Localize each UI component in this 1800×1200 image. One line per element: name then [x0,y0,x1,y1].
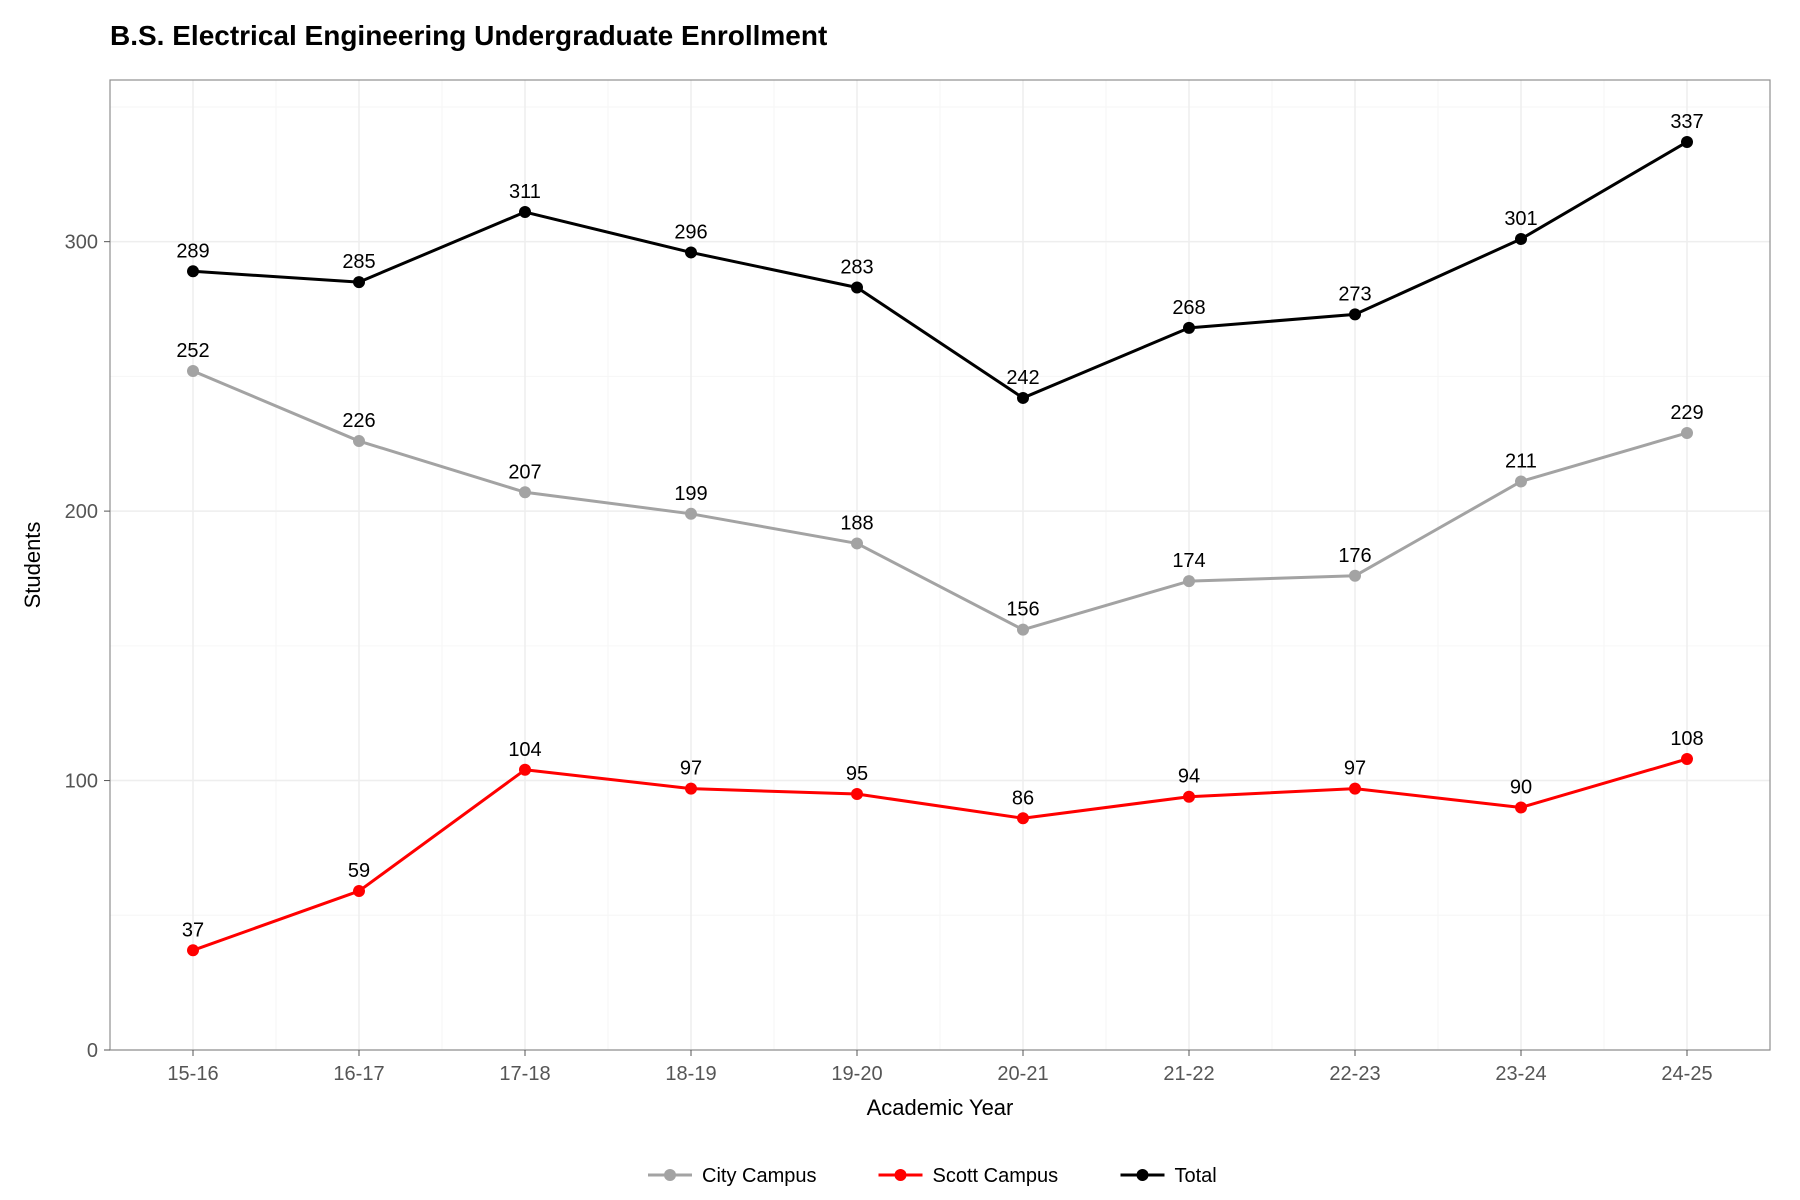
x-tick-label: 16-17 [333,1063,384,1085]
series-point [1349,783,1361,795]
value-label: 226 [342,410,375,432]
y-tick-label: 0 [87,1040,98,1062]
value-label: 59 [348,860,370,882]
series-point [1017,392,1029,404]
value-label: 337 [1670,111,1703,133]
value-label: 289 [176,240,209,262]
value-label: 242 [1006,367,1039,389]
value-label: 104 [508,739,541,761]
series-point [187,365,199,377]
legend-label: City Campus [702,1165,816,1187]
series-point [1515,475,1527,487]
value-label: 301 [1504,208,1537,230]
value-label: 174 [1172,550,1205,572]
value-label: 188 [840,512,873,534]
series-point [187,944,199,956]
value-label: 207 [508,461,541,483]
series-point [1681,136,1693,148]
enrollment-chart: 0 100 200 300 15-16 16-17 17-18 18-19 19-20 20-21… [0,0,1800,1200]
value-label: 199 [674,483,707,505]
y-tick-label: 200 [65,501,98,523]
value-label: 97 [1344,758,1366,780]
series-point [1183,791,1195,803]
value-label: 37 [182,919,204,941]
series-point [851,537,863,549]
legend-label: Scott Campus [933,1165,1059,1187]
x-tick-label: 17-18 [499,1063,550,1085]
value-label: 285 [342,251,375,273]
value-label: 211 [1505,450,1537,472]
y-tick-label: 300 [65,232,98,254]
series-point [1349,570,1361,582]
x-tick-label: 18-19 [665,1063,716,1085]
value-label: 311 [509,181,541,203]
series-point [519,764,531,776]
series-point [1017,624,1029,636]
y-axis-label: Students [20,522,45,609]
value-label: 283 [840,256,873,278]
series-point [187,265,199,277]
series-point [353,276,365,288]
series-point [685,783,697,795]
x-tick-label: 15-16 [167,1063,218,1085]
series-point [353,435,365,447]
value-label: 90 [1510,777,1532,799]
value-label: 108 [1670,728,1703,750]
legend-glyph-point [1137,1169,1149,1181]
series-point [1183,322,1195,334]
series-point [1681,753,1693,765]
series-point [1017,812,1029,824]
value-label: 176 [1338,545,1371,567]
x-tick-label: 22-23 [1329,1063,1380,1085]
series-point [685,246,697,258]
legend-glyph-point [895,1169,907,1181]
x-tick-label: 21-22 [1163,1063,1214,1085]
series-point [1183,575,1195,587]
series-point [1681,427,1693,439]
series-point [1515,802,1527,814]
value-label: 296 [674,221,707,243]
series-point [851,281,863,293]
value-label: 95 [846,763,868,785]
series-point [519,206,531,218]
value-label: 229 [1670,402,1703,424]
x-axis-label: Academic Year [867,1095,1014,1120]
value-label: 86 [1012,787,1034,809]
value-label: 94 [1178,766,1200,788]
value-label: 273 [1338,283,1371,305]
series-point [519,486,531,498]
y-tick-label: 100 [65,771,98,793]
value-label: 97 [680,758,702,780]
series-point [1515,233,1527,245]
chart-title: B.S. Electrical Engineering Undergraduat… [110,20,827,51]
legend-label: Total [1175,1165,1217,1187]
x-tick-label: 19-20 [831,1063,882,1085]
value-label: 252 [176,340,209,362]
x-tick-label: 23-24 [1495,1063,1546,1085]
series-point [685,508,697,520]
series-point [353,885,365,897]
x-tick-label: 24-25 [1661,1063,1712,1085]
x-tick-label: 20-21 [997,1063,1048,1085]
value-label: 156 [1006,599,1039,621]
series-point [851,788,863,800]
value-label: 268 [1172,297,1205,319]
legend-glyph-point [664,1169,676,1181]
series-point [1349,308,1361,320]
